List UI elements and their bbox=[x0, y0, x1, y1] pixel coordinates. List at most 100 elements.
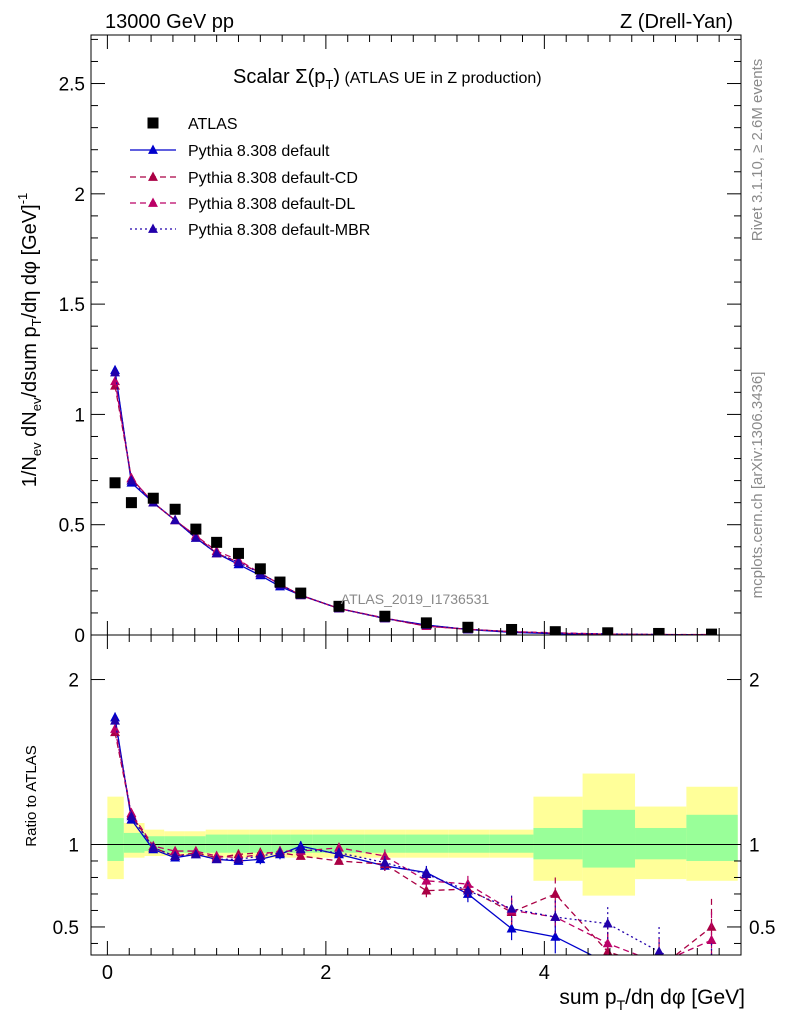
ratio-marker bbox=[421, 868, 432, 879]
uncertainty-band-inner bbox=[533, 827, 583, 860]
ratio-marker bbox=[602, 937, 613, 948]
source-label: mcplots.cern.ch [arXiv:1306.3436] bbox=[749, 372, 766, 599]
atlas-data-point bbox=[333, 600, 345, 612]
uncertainty-band-inner bbox=[582, 809, 636, 868]
atlas-data-point bbox=[706, 628, 718, 635]
x-axis-title: sum pT/dη dφ [GeV] bbox=[559, 986, 745, 1013]
ratio-ylabel: Ratio to ATLAS bbox=[23, 745, 40, 846]
ratio-marker bbox=[550, 911, 561, 921]
ratio-y-tick-label-right: 0.5 bbox=[749, 918, 775, 939]
main-marker bbox=[190, 532, 201, 542]
ratio-marker bbox=[255, 850, 266, 860]
legend-swatch-marker bbox=[148, 171, 158, 181]
rivet-label: Rivet 3.1.10, ≥ 2.6M events bbox=[749, 59, 766, 242]
header-left: 13000 GeV pp bbox=[105, 11, 234, 33]
ratio-marker bbox=[506, 903, 517, 913]
ratio-marker bbox=[654, 946, 664, 955]
x-tick-label: 4 bbox=[539, 962, 550, 984]
ratio-marker bbox=[295, 843, 306, 854]
uncertainty-band-inner bbox=[364, 834, 406, 853]
legend-swatch-atlas bbox=[147, 117, 159, 129]
atlas-data-point bbox=[274, 576, 286, 588]
y-tick-label: 0 bbox=[74, 626, 85, 647]
uncertainty-band-inner bbox=[405, 834, 449, 853]
atlas-data-point bbox=[506, 623, 518, 635]
ratio-marker bbox=[334, 847, 344, 857]
legend-label: ATLAS bbox=[188, 116, 238, 133]
main-title: Scalar Σ(pT) (ATLAS UE in Z production) bbox=[233, 66, 542, 92]
legend-swatch-marker bbox=[148, 144, 158, 154]
main-marker bbox=[233, 556, 244, 567]
ratio-y-tick-label-right: 1 bbox=[749, 835, 760, 856]
atlas-data-point bbox=[254, 563, 266, 575]
legend-swatch-marker bbox=[148, 223, 158, 233]
atlas-data-point bbox=[420, 617, 432, 629]
ratio-marker bbox=[334, 855, 344, 865]
main-panel: 0 0.5 1 1.5 2 2.5 Scalar Σ(pT) (ATLAS UE in Z… bbox=[59, 34, 742, 647]
ratio-marker bbox=[334, 842, 344, 852]
ratio-marker bbox=[211, 853, 222, 864]
ratio-marker bbox=[654, 958, 664, 967]
ratio-y-tick-label: 0.5 bbox=[53, 918, 79, 939]
uncertainty-band-inner bbox=[635, 827, 687, 860]
ratio-marker bbox=[275, 847, 285, 857]
atlas-data-point bbox=[549, 626, 561, 635]
y-tick-label: 2.5 bbox=[59, 75, 85, 96]
legend-label: Pythia 8.308 default-DL bbox=[188, 196, 355, 213]
y-tick-label: 1 bbox=[74, 405, 85, 426]
ratio-marker bbox=[110, 715, 120, 725]
ratio-y-tick-label: 1 bbox=[68, 835, 79, 856]
y-tick-label: 1.5 bbox=[59, 295, 85, 316]
ratio-marker bbox=[602, 918, 613, 928]
legend-label: Pythia 8.308 default-CD bbox=[188, 170, 358, 187]
ratio-marker bbox=[170, 850, 181, 860]
x-tick-label: 2 bbox=[320, 962, 331, 984]
atlas-data-point bbox=[602, 627, 614, 635]
uncertainty-band-inner bbox=[489, 834, 534, 853]
ratio-marker bbox=[550, 888, 561, 898]
ratio-plot-area bbox=[91, 711, 741, 980]
main-plot-area bbox=[109, 364, 718, 635]
atlas-data-point bbox=[147, 492, 159, 504]
ratio-marker bbox=[295, 850, 306, 860]
atlas-data-point bbox=[109, 477, 121, 489]
ratio-marker bbox=[233, 853, 244, 864]
ratio-marker bbox=[550, 931, 561, 941]
y-tick-label: 0.5 bbox=[59, 516, 85, 537]
svg-text:1/Nev dNev/dsum pT/dη dφ [GeV: 1/Nev dNev/dsum pT/dη dφ [GeV]-1 bbox=[15, 193, 44, 488]
uncertainty-band-inner bbox=[249, 834, 272, 853]
atlas-data-point bbox=[125, 497, 137, 509]
ratio-marker bbox=[170, 845, 181, 855]
atlas-data-point bbox=[295, 587, 307, 599]
uncertainty-band-inner bbox=[205, 834, 228, 853]
ratio-marker bbox=[603, 958, 613, 967]
atlas-data-point bbox=[462, 621, 474, 633]
ratio-marker bbox=[379, 857, 390, 867]
atlas-data-point bbox=[379, 610, 391, 622]
main-marker bbox=[170, 514, 181, 525]
legend: ATLAS Pythia 8.308 default Pythia 8.308 de… bbox=[130, 116, 370, 239]
ratio-marker bbox=[654, 963, 664, 972]
uncertainty-band-inner bbox=[227, 834, 250, 853]
ratio-panel: 0 2 4 0.5 0.5 1 1 2 2 bbox=[53, 634, 775, 984]
ratio-marker bbox=[706, 934, 717, 945]
ratio-marker bbox=[110, 723, 120, 733]
uncertainty-band-inner bbox=[123, 832, 145, 853]
main-marker bbox=[110, 375, 120, 386]
main-ylabel: 1/Nev dNev/dsum pT/dη dφ [GeV]-1 bbox=[15, 193, 44, 488]
atlas-data-point bbox=[232, 547, 244, 559]
uncertainty-band-inner bbox=[107, 818, 124, 861]
ratio-marker bbox=[148, 842, 159, 852]
atlas-data-point bbox=[211, 536, 223, 548]
atlas-data-point bbox=[169, 503, 181, 515]
legend-label: Pythia 8.308 default bbox=[188, 143, 330, 160]
header-right: Z (Drell-Yan) bbox=[620, 11, 733, 33]
main-marker bbox=[211, 547, 222, 558]
ratio-y-tick-label-right: 2 bbox=[749, 671, 760, 692]
y-tick-label: 2 bbox=[74, 185, 85, 206]
ratio-marker bbox=[506, 923, 517, 933]
legend-label: Pythia 8.308 default-MBR bbox=[188, 222, 370, 239]
ratio-marker bbox=[707, 971, 717, 980]
uncertainty-band-inner bbox=[271, 834, 291, 853]
